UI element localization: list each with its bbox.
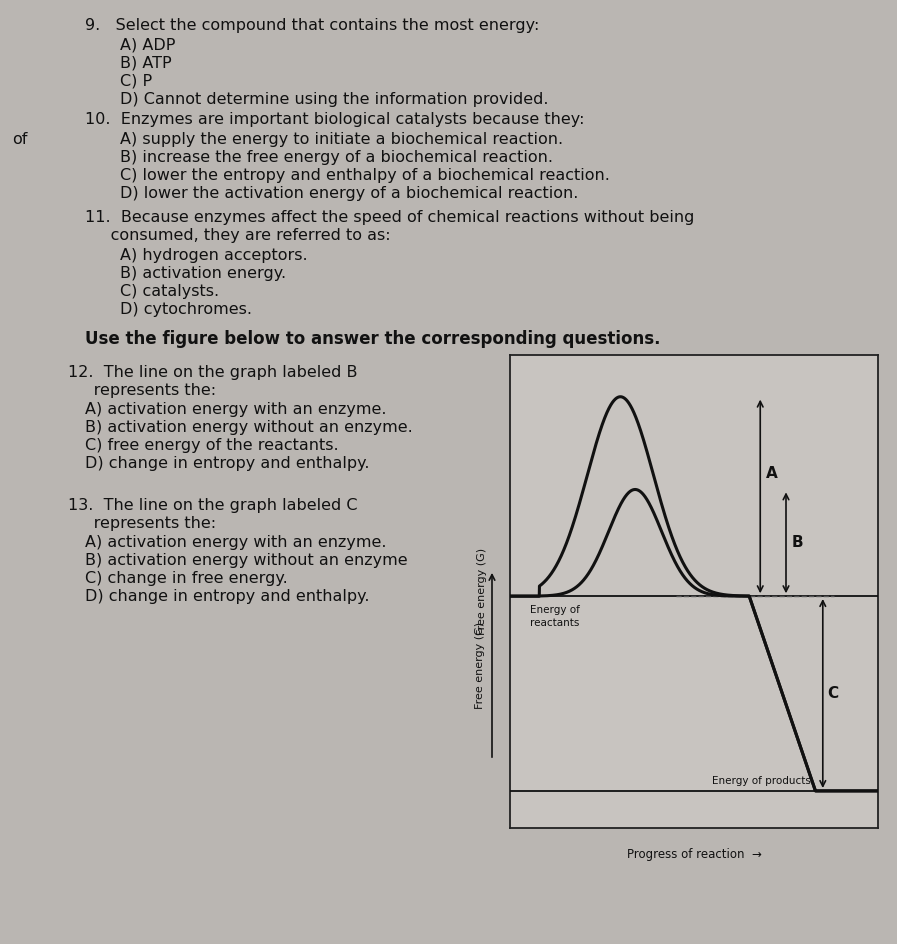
Text: B) activation energy without an enzyme.: B) activation energy without an enzyme. <box>85 420 413 435</box>
Text: D) cytochromes.: D) cytochromes. <box>120 302 252 317</box>
Text: consumed, they are referred to as:: consumed, they are referred to as: <box>85 228 390 243</box>
Text: C) P: C) P <box>120 74 152 89</box>
Text: C) catalysts.: C) catalysts. <box>120 284 219 299</box>
Text: A) hydrogen acceptors.: A) hydrogen acceptors. <box>120 248 308 263</box>
Text: D) lower the activation energy of a biochemical reaction.: D) lower the activation energy of a bioc… <box>120 186 579 201</box>
Text: C) change in free energy.: C) change in free energy. <box>85 571 288 586</box>
Text: Use the figure below to answer the corresponding questions.: Use the figure below to answer the corre… <box>85 330 660 348</box>
Text: 11.  Because enzymes affect the speed of chemical reactions without being: 11. Because enzymes affect the speed of … <box>85 210 694 225</box>
Text: of: of <box>12 132 28 147</box>
Text: 13.  The line on the graph labeled C: 13. The line on the graph labeled C <box>68 498 358 513</box>
Text: C) lower the entropy and enthalpy of a biochemical reaction.: C) lower the entropy and enthalpy of a b… <box>120 168 610 183</box>
Text: C) free energy of the reactants.: C) free energy of the reactants. <box>85 438 339 453</box>
Text: D) Cannot determine using the information provided.: D) Cannot determine using the informatio… <box>120 92 548 107</box>
Text: A: A <box>766 465 778 480</box>
Text: represents the:: represents the: <box>68 516 216 531</box>
Text: A) activation energy with an enzyme.: A) activation energy with an enzyme. <box>85 402 387 417</box>
Text: D) change in entropy and enthalpy.: D) change in entropy and enthalpy. <box>85 456 370 471</box>
Text: B) ATP: B) ATP <box>120 56 171 71</box>
Text: A) activation energy with an enzyme.: A) activation energy with an enzyme. <box>85 535 387 550</box>
Text: Free energy (G): Free energy (G) <box>477 548 487 635</box>
Text: D) change in entropy and enthalpy.: D) change in entropy and enthalpy. <box>85 589 370 604</box>
Text: represents the:: represents the: <box>68 383 216 398</box>
Text: Free energy (G): Free energy (G) <box>475 621 485 709</box>
Text: 12.  The line on the graph labeled B: 12. The line on the graph labeled B <box>68 365 358 380</box>
Text: 10.  Enzymes are important biological catalysts because they:: 10. Enzymes are important biological cat… <box>85 112 585 127</box>
Text: A) ADP: A) ADP <box>120 38 176 53</box>
Text: B) activation energy.: B) activation energy. <box>120 266 286 281</box>
Text: B) activation energy without an enzyme: B) activation energy without an enzyme <box>85 553 407 568</box>
Text: A) supply the energy to initiate a biochemical reaction.: A) supply the energy to initiate a bioch… <box>120 132 563 147</box>
Text: C: C <box>827 686 839 701</box>
Text: B) increase the free energy of a biochemical reaction.: B) increase the free energy of a biochem… <box>120 150 553 165</box>
Text: 9.   Select the compound that contains the most energy:: 9. Select the compound that contains the… <box>85 18 539 33</box>
Text: B: B <box>791 535 803 550</box>
Text: Progress of reaction  →: Progress of reaction → <box>627 848 762 861</box>
Text: Energy of products: Energy of products <box>712 776 811 786</box>
Text: Energy of
reactants: Energy of reactants <box>530 605 580 628</box>
